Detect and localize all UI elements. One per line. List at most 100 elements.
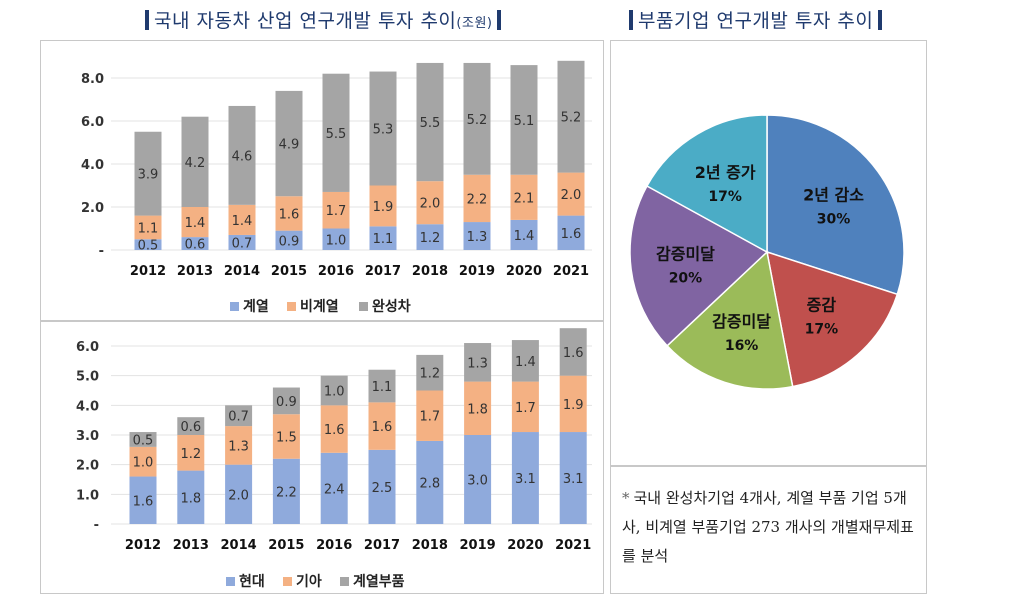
data-label: 5.2 <box>467 113 488 128</box>
bar-segment <box>129 432 157 447</box>
x-tick-label: 2018 <box>412 538 448 553</box>
y-tick-label: - <box>99 244 104 259</box>
x-tick-label: 2013 <box>173 538 209 553</box>
data-label: 1.2 <box>420 231 441 246</box>
right-title: 부품기업 연구개발 투자 추이 <box>624 6 887 33</box>
data-label: 1.1 <box>372 380 393 395</box>
slice-label: 2년 감소 <box>803 186 864 205</box>
bar-segment <box>369 226 397 250</box>
data-label: 1.6 <box>324 423 345 438</box>
data-label: 1.1 <box>373 232 394 247</box>
data-label: 1.4 <box>185 216 206 231</box>
bar-segment <box>368 369 396 403</box>
data-label: 1.4 <box>514 229 535 244</box>
data-label: 0.9 <box>279 234 300 249</box>
x-tick-label: 2019 <box>459 264 495 279</box>
slice-percent: 30% <box>817 212 851 228</box>
data-label: 1.9 <box>563 398 584 413</box>
bar-segment <box>559 432 587 524</box>
pie-slice <box>766 250 899 388</box>
bar-segment <box>463 62 491 175</box>
bar-segment <box>557 60 585 173</box>
bar-segment <box>464 435 492 524</box>
data-label: 1.7 <box>419 410 440 425</box>
data-label: 3.1 <box>563 472 584 487</box>
data-label: 5.5 <box>420 116 441 131</box>
x-tick-label: 2020 <box>506 264 542 279</box>
data-label: 1.6 <box>279 207 300 222</box>
data-label: 2.1 <box>514 191 535 206</box>
bar-segment <box>181 116 209 207</box>
top-chart-panel <box>40 40 604 322</box>
legend-label: 계열 <box>243 298 269 315</box>
data-label: 1.4 <box>232 214 253 229</box>
y-tick-label: 8.0 <box>81 72 104 87</box>
data-label: 2.0 <box>228 488 249 503</box>
data-label: 2.8 <box>419 476 440 491</box>
data-label: 4.9 <box>279 138 300 153</box>
data-label: 1.2 <box>180 447 201 462</box>
bar-segment <box>511 432 539 524</box>
data-label: 1.1 <box>138 221 159 236</box>
slice-percent: 20% <box>669 270 703 286</box>
bar-segment <box>129 446 157 477</box>
bar-segment <box>322 228 350 250</box>
bar-segment <box>416 390 444 441</box>
bar-segment <box>129 476 157 524</box>
y-tick-label: 6.0 <box>76 340 99 355</box>
data-label: 1.4 <box>515 355 536 370</box>
bar-segment <box>511 381 539 433</box>
bar-segment <box>225 464 253 524</box>
pie-slice <box>645 114 768 254</box>
data-label: 5.2 <box>561 111 582 126</box>
bar-segment <box>320 452 348 524</box>
data-label: 0.5 <box>133 433 154 448</box>
data-label: 1.8 <box>180 491 201 506</box>
x-tick-label: 2019 <box>460 538 496 553</box>
legend-label: 기아 <box>296 573 322 590</box>
slice-percent: 16% <box>725 338 759 354</box>
x-tick-label: 2012 <box>125 538 161 553</box>
footnote: * 국내 완성차기업 4개사, 계열 부품 기업 5개사, 비계열 부품기업 27… <box>622 489 914 565</box>
y-tick-label: - <box>94 518 99 533</box>
y-tick-label: 2.0 <box>76 459 99 474</box>
bar-segment <box>557 172 585 216</box>
slice-label: 감증미달 <box>712 312 771 331</box>
x-tick-label: 2012 <box>130 264 166 279</box>
data-label: 0.5 <box>138 239 159 254</box>
data-label: 4.6 <box>232 149 253 164</box>
bar-segment <box>275 196 303 231</box>
pie-slice <box>766 114 905 296</box>
x-tick-label: 2014 <box>221 538 257 553</box>
y-tick-label: 1.0 <box>76 488 99 503</box>
legend-swatch <box>283 577 292 586</box>
data-label: 1.3 <box>228 439 249 454</box>
legend-label: 현대 <box>239 574 265 590</box>
data-label: 3.0 <box>467 474 488 489</box>
x-tick-label: 2016 <box>316 538 352 553</box>
legend-swatch <box>359 302 368 311</box>
x-tick-label: 2014 <box>224 264 260 279</box>
data-label: 5.1 <box>514 114 535 129</box>
bar-segment <box>368 449 396 524</box>
left-title: 국내 자동차 산업 연구개발 투자 추이(조원) <box>140 6 506 33</box>
x-tick-label: 2016 <box>318 264 354 279</box>
bar-segment <box>225 405 253 427</box>
bar-segment <box>416 354 444 391</box>
legend-swatch <box>226 577 235 586</box>
x-tick-label: 2017 <box>365 264 401 279</box>
y-tick-label: 2.0 <box>81 201 104 216</box>
bar-segment <box>510 219 538 250</box>
data-label: 2.2 <box>467 192 488 207</box>
x-tick-label: 2015 <box>268 538 304 553</box>
data-label: 1.6 <box>563 346 584 361</box>
data-label: 1.6 <box>133 494 154 509</box>
data-label: 2.2 <box>276 485 297 500</box>
bar-segment <box>511 340 539 382</box>
y-tick-label: 4.0 <box>81 158 104 173</box>
legend-label: 완성차 <box>372 299 411 315</box>
bar-segment <box>416 224 444 250</box>
x-tick-label: 2021 <box>555 538 591 553</box>
x-tick-label: 2013 <box>177 264 213 279</box>
